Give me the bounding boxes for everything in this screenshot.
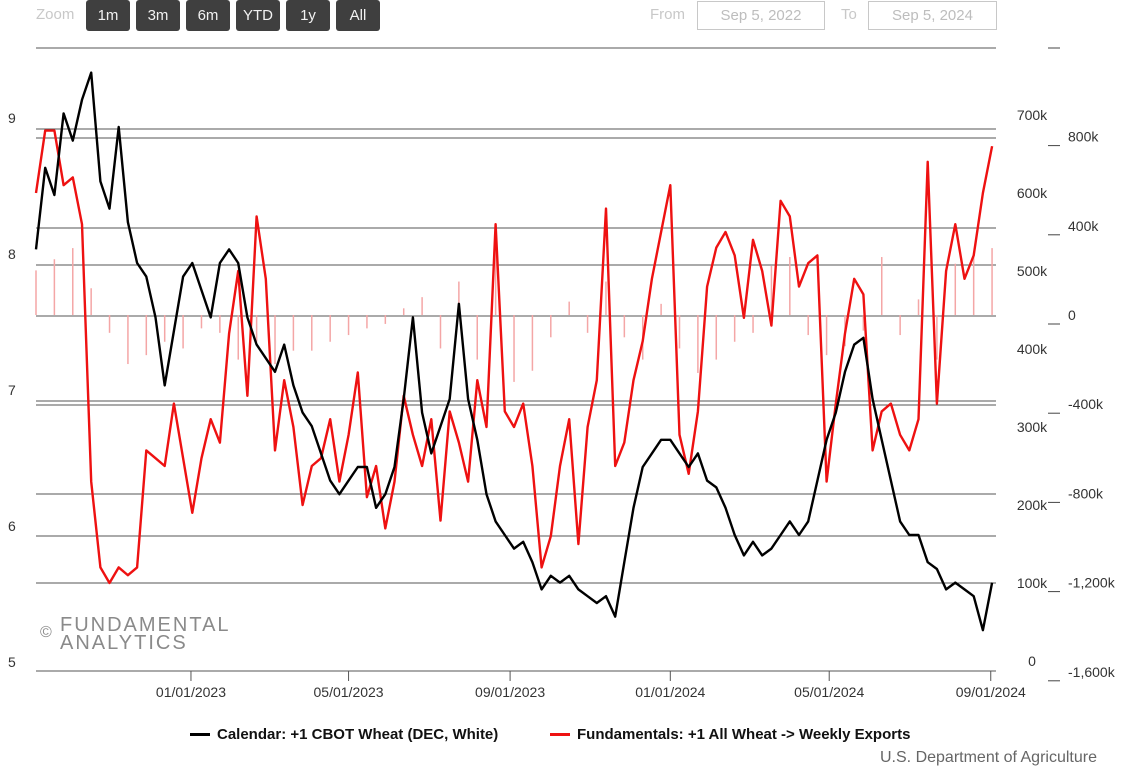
zoom-ytd-button[interactable]: YTD [236,0,280,31]
legend-label-price: Calendar: +1 CBOT Wheat (DEC, White) [217,726,499,743]
change-axis-tick: -1,200k [1068,575,1116,591]
zoom-1m-button[interactable]: 1m [86,0,130,31]
legend-item-price[interactable]: Calendar: +1 CBOT Wheat (DEC, White) [190,726,498,743]
exports-axis-tick: 0 [1028,653,1036,669]
legend-label-exports: Fundamentals: +1 All Wheat -> Weekly Exp… [577,726,911,743]
copyright-symbol: © [40,624,52,641]
zoom-3m-button[interactable]: 3m [136,0,180,31]
x-axis-tick: 05/01/2023 [314,684,384,700]
exports-axis-tick: 200k [1017,497,1048,513]
grid-lines [36,47,996,672]
from-date-input[interactable]: Sep 5, 2022 [697,1,825,30]
exports-axis-tick: 400k [1017,341,1048,357]
change-axis-tick: 800k [1068,129,1099,145]
series-lines [34,71,994,632]
source-credit: U.S. Department of Agriculture [880,749,1097,766]
price-axis-tick: 9 [8,110,16,126]
zoom-1y-button[interactable]: 1y [286,0,330,31]
zoom-6m-button[interactable]: 6m [186,0,230,31]
watermark-line-2: ANALYTICS [60,632,188,654]
legend-swatch-price [190,733,210,736]
axis-labels: 5 6 7 8 9 0 100k 200k 300k 400k 500k 600k 700k -1,600… [8,47,1116,700]
exports-axis-tick: 500k [1017,263,1048,279]
zoom-label: Zoom [36,6,75,23]
watermark-line-1: FUNDAMENTAL [60,614,231,636]
zoom-all-button[interactable]: All [336,0,380,31]
exports-series-line[interactable] [34,129,994,585]
x-axis-tick: 01/01/2024 [635,684,705,700]
to-date-input[interactable]: Sep 5, 2024 [868,1,997,30]
price-axis-tick: 5 [8,654,16,670]
to-label: To [841,6,857,23]
x-axis-tick: 09/01/2023 [475,684,545,700]
price-axis-tick: 8 [8,246,16,262]
exports-axis-tick: 300k [1017,419,1048,435]
price-series-line[interactable] [34,71,994,632]
change-bars [35,230,993,382]
change-axis-tick: 0 [1068,307,1076,323]
x-axis-tick: 09/01/2024 [956,684,1026,700]
change-axis-tick: -800k [1068,485,1104,501]
legend-item-exports[interactable]: Fundamentals: +1 All Wheat -> Weekly Exp… [550,726,910,743]
x-axis-tick: 01/01/2023 [156,684,226,700]
legend-swatch-exports [550,733,570,736]
change-axis-tick: -400k [1068,396,1104,412]
exports-axis-tick: 600k [1017,185,1048,201]
from-label: From [650,6,685,23]
change-axis-tick: -1,600k [1068,664,1116,680]
price-axis-tick: 7 [8,382,16,398]
x-axis-tick: 05/01/2024 [794,684,864,700]
change-axis-tick: 400k [1068,218,1099,234]
exports-axis-tick: 100k [1017,575,1048,591]
exports-axis-tick: 700k [1017,107,1048,123]
price-axis-tick: 6 [8,518,16,534]
